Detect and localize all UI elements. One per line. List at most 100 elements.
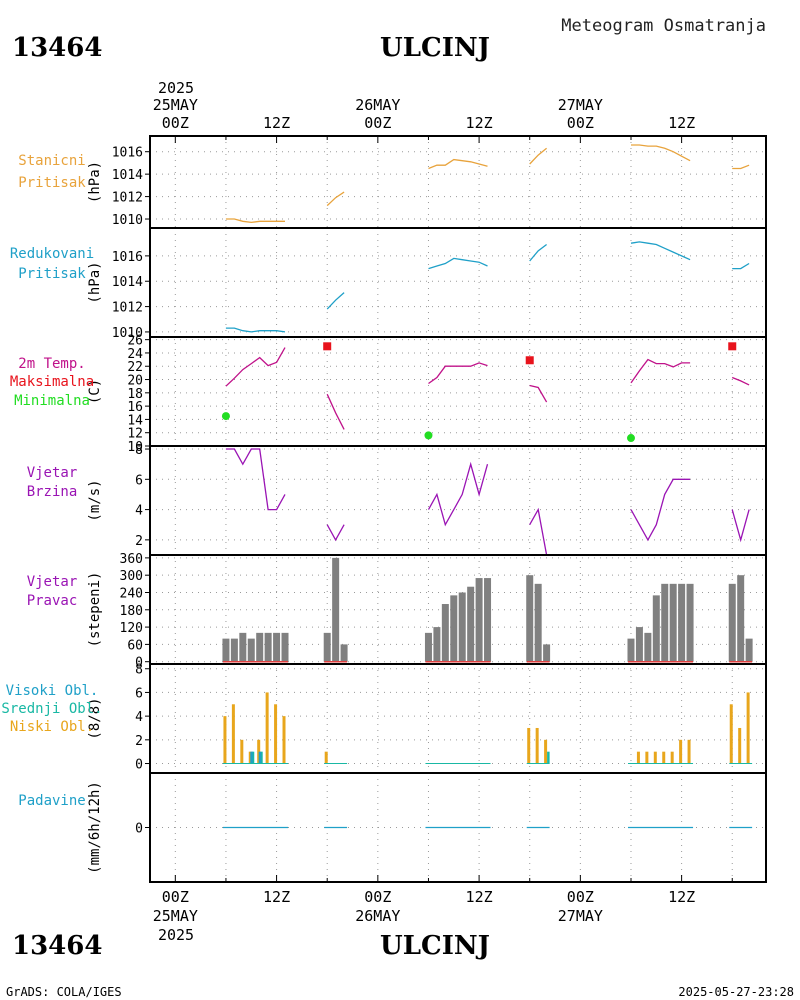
- y-tick-label: 1014: [112, 168, 143, 183]
- series-line: [529, 507, 548, 556]
- y-axis-label: (8/8): [87, 697, 103, 739]
- y-tick-label: 1014: [112, 275, 143, 290]
- wind-direction-bar: [340, 644, 348, 662]
- series-line: [529, 243, 547, 262]
- top-time-label: 12Z: [668, 114, 695, 132]
- series-line: [326, 191, 345, 207]
- top-time-label: 12Z: [466, 114, 493, 132]
- wind-direction-bar: [678, 583, 686, 662]
- panel-label: Redukovani: [10, 246, 94, 262]
- y-tick-label: 0: [135, 822, 143, 837]
- wind-direction-bar: [323, 632, 331, 662]
- y-tick-label: 18: [127, 387, 143, 402]
- y-tick-label: 4: [135, 710, 143, 725]
- plot-frame: [149, 135, 767, 883]
- bottom-time-label: 12Z: [263, 888, 290, 906]
- panel-label: Pritisak: [18, 175, 86, 191]
- panel-wind_speed: 2 4 6 8 (m/s) Vjetar Brzina: [27, 443, 766, 556]
- y-tick-label: 300: [120, 569, 143, 584]
- top-date-label: 27MAY: [558, 96, 603, 114]
- top-time-label: 00Z: [364, 114, 391, 132]
- series-line: [225, 327, 286, 333]
- tmin-marker: [626, 434, 635, 443]
- bottom-date-label: 27MAY: [558, 907, 603, 925]
- wind-direction-bar: [424, 632, 432, 662]
- series-line: [326, 393, 345, 430]
- cloud-low-bar: [240, 739, 244, 764]
- cloud-low-bar: [535, 727, 539, 764]
- y-tick-label: 360: [120, 552, 143, 567]
- cloud-low-bar: [729, 704, 733, 764]
- wind-direction-bar: [644, 632, 652, 662]
- station-name-bottom: ULCINJ: [380, 931, 490, 961]
- panel-label: Visoki Obl.: [6, 683, 99, 699]
- panel-label: Vjetar: [27, 465, 78, 481]
- series-line: [529, 147, 548, 165]
- series-line: [630, 241, 691, 261]
- y-tick-label: 24: [127, 347, 143, 362]
- y-tick-label: 6: [135, 686, 143, 701]
- wind-direction-bar: [652, 595, 660, 662]
- wind-direction-bar: [239, 632, 247, 662]
- wind-direction-bar: [458, 592, 466, 662]
- top-time-label: 00Z: [567, 114, 594, 132]
- y-tick-label: 2: [135, 734, 143, 749]
- cloud-low-bar: [653, 751, 657, 764]
- panel-label: Maksimalna: [10, 374, 94, 390]
- tmax-marker: [323, 342, 332, 351]
- tmin-marker: [424, 431, 433, 440]
- panel-clouds: 0 2 4 6 8 (8/8)Visoki Obl. Srednji Obl. Niski O…: [1, 663, 766, 773]
- bottom-date-label: 26MAY: [355, 907, 400, 925]
- panel-label: 2m Temp.: [18, 356, 85, 372]
- wind-direction-bar: [467, 586, 475, 662]
- y-tick-label: 12: [127, 427, 143, 442]
- cloud-low-bar: [544, 739, 548, 764]
- series-line: [225, 347, 286, 387]
- wind-direction-bar: [661, 583, 669, 662]
- y-tick-label: 1010: [112, 213, 143, 228]
- cloud-low-bar: [679, 739, 683, 764]
- series-line: [732, 262, 750, 270]
- series-line: [428, 362, 488, 385]
- y-tick-label: 180: [120, 604, 143, 619]
- wind-direction-bar: [534, 583, 542, 662]
- panel-precipitation: 0 (mm/6h/12h)Padavine: [18, 773, 766, 882]
- wind-direction-bar: [332, 557, 340, 662]
- panel-label: Brzina: [27, 484, 78, 500]
- series-line: [427, 461, 489, 527]
- series-line: [731, 376, 750, 386]
- cloud-low-bar: [223, 716, 227, 764]
- cloud-low-bar: [670, 751, 674, 764]
- wind-direction-bar: [745, 638, 753, 662]
- station-id-bottom: 13464: [12, 931, 102, 961]
- series-line: [631, 144, 691, 162]
- y-axis-label: (mm/6h/12h): [87, 781, 103, 874]
- generated-timestamp: 2025-05-27-23:28: [678, 985, 794, 999]
- series-line: [630, 358, 691, 384]
- wind-direction-bar: [247, 638, 255, 662]
- panel-label: Stanicni: [18, 153, 85, 169]
- y-axis-label: (hPa): [87, 261, 103, 303]
- cloud-mid-bar: [260, 751, 263, 764]
- y-tick-label: 6: [135, 473, 143, 488]
- y-tick-label: 120: [120, 621, 143, 636]
- top-date-label: 26MAY: [355, 96, 400, 114]
- y-tick-label: 0: [135, 656, 143, 671]
- panel-label: Srednji Obl.: [1, 701, 102, 717]
- panel-label: Pritisak: [18, 266, 86, 282]
- wind-direction-bar: [543, 644, 551, 662]
- wind-direction-bar: [433, 627, 441, 662]
- wind-direction-bar: [635, 627, 643, 662]
- y-axis-label: (stepeni): [87, 572, 103, 648]
- panel-label: Minimalna: [14, 393, 90, 409]
- cloud-low-bar: [274, 704, 278, 764]
- panel-label: Pravac: [27, 593, 78, 609]
- y-tick-label: 1012: [112, 191, 143, 206]
- bottom-time-label: 00Z: [567, 888, 594, 906]
- station-name-top: ULCINJ: [380, 33, 490, 63]
- wind-direction-bar: [281, 632, 289, 662]
- cloud-low-bar: [265, 692, 269, 764]
- y-axis-label: (m/s): [87, 479, 103, 521]
- cloud-low-bar: [324, 751, 328, 764]
- bottom-time-label: 12Z: [668, 888, 695, 906]
